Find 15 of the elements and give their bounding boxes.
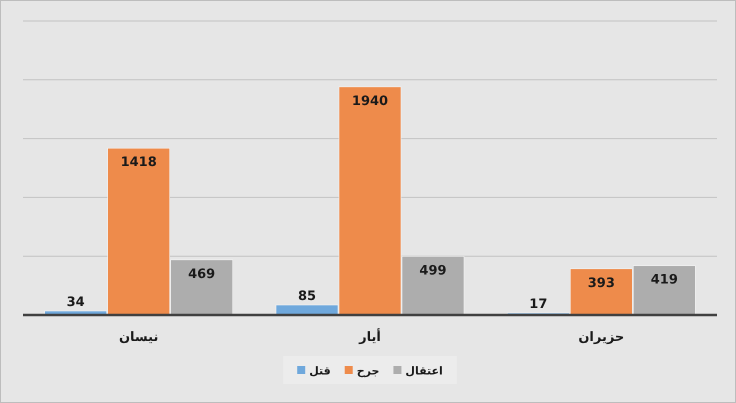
data-label: 1418 xyxy=(120,155,157,170)
data-label: 499 xyxy=(419,263,447,278)
data-label: 393 xyxy=(588,276,615,291)
data-label: 17 xyxy=(529,297,548,312)
data-label: 85 xyxy=(298,289,316,304)
category-label: حزيران xyxy=(578,330,624,345)
legend-label: قتل xyxy=(309,364,331,378)
data-label: 1940 xyxy=(352,94,388,109)
category-label: نيسان xyxy=(118,330,158,345)
data-label: 419 xyxy=(650,272,678,288)
category-label: أيار xyxy=(359,330,381,345)
legend-label: جرح xyxy=(356,364,380,378)
legend-label: اعتقال xyxy=(405,364,443,378)
data-label: 469 xyxy=(188,266,216,282)
data-label: 34 xyxy=(66,295,85,310)
